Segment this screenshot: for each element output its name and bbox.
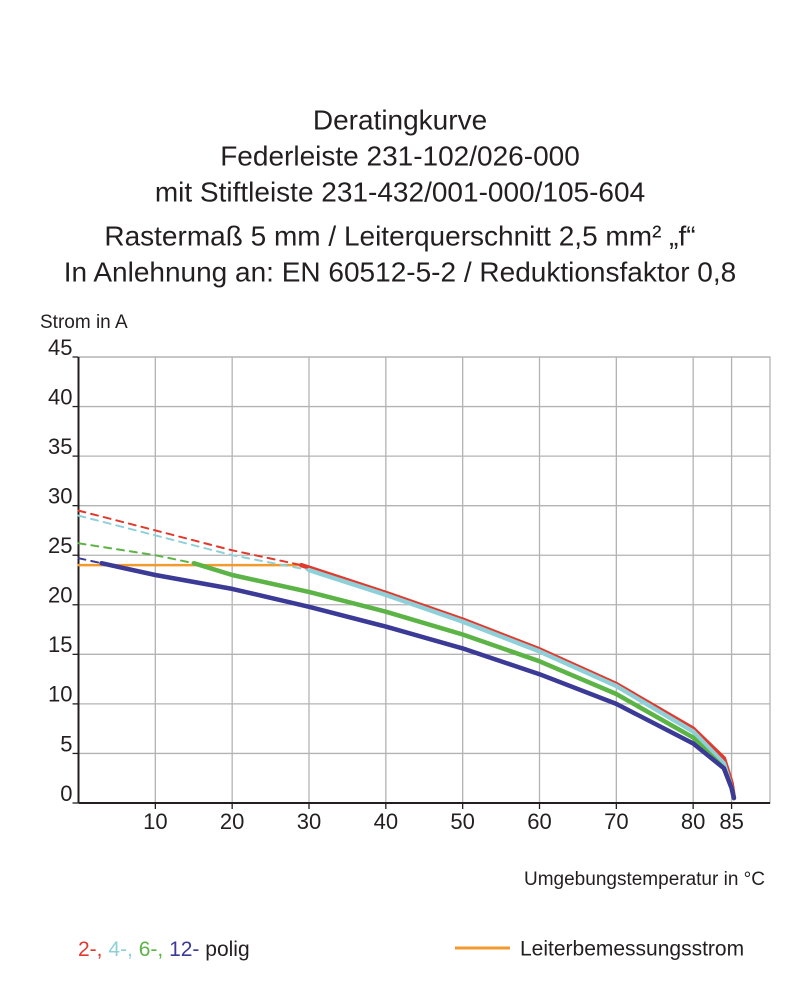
series-line-dashed (77, 514, 310, 572)
series-line-dashed (77, 509, 303, 567)
y-tick-label: 20 (48, 583, 72, 608)
x-tick-label: 70 (604, 809, 628, 834)
x-tick-label: 50 (450, 809, 474, 834)
x-tick-label: 80 (681, 809, 705, 834)
y-axis-label: Strom in A (40, 312, 128, 333)
series-line (99, 560, 737, 801)
y-tick-label: 25 (48, 533, 72, 558)
y-tick-label: 45 (48, 335, 72, 360)
legend-series: 2-, 4-, 6-, 12- polig (78, 938, 250, 961)
legend-label: Leiterbemessungsstrom (520, 938, 744, 961)
y-tick-label: 15 (48, 632, 72, 657)
legend-entry: 2-, (78, 938, 103, 961)
x-tick-label: 20 (220, 809, 244, 834)
series-line-dashed (77, 542, 195, 565)
x-tick-label: 60 (527, 809, 551, 834)
chart-title: Federleiste 231-102/026-000 (220, 140, 580, 171)
y-tick-label: 35 (48, 434, 72, 459)
x-tick-label: 40 (374, 809, 398, 834)
series-line-dashed (77, 557, 103, 565)
legend-suffix: polig (205, 938, 249, 961)
x-tick-label: 30 (297, 809, 321, 834)
chart-title: In Anlehnung an: EN 60512-5-2 / Reduktio… (64, 256, 736, 287)
y-tick-label: 0 (60, 781, 72, 806)
y-tick-label: 5 (60, 731, 72, 756)
y-tick-label: 40 (48, 384, 72, 409)
legend-entry: 6-, (139, 938, 164, 961)
series-line (299, 562, 737, 801)
chart-title: mit Stiftleiste 231-432/001-000/105-604 (155, 176, 645, 207)
y-tick-label: 10 (48, 682, 72, 707)
x-tick-label: 10 (143, 809, 167, 834)
legend-entry: 4-, (108, 938, 133, 961)
chart-title: Rastermaß 5 mm / Leiterquerschnitt 2,5 m… (104, 220, 695, 251)
y-tick-label: 30 (48, 483, 72, 508)
x-tick-label: 85 (719, 809, 743, 834)
legend-entry: 12- (169, 938, 199, 961)
x-axis-label: Umgebungstemperatur in °C (524, 869, 765, 890)
chart-title: Deratingkurve (313, 104, 487, 135)
